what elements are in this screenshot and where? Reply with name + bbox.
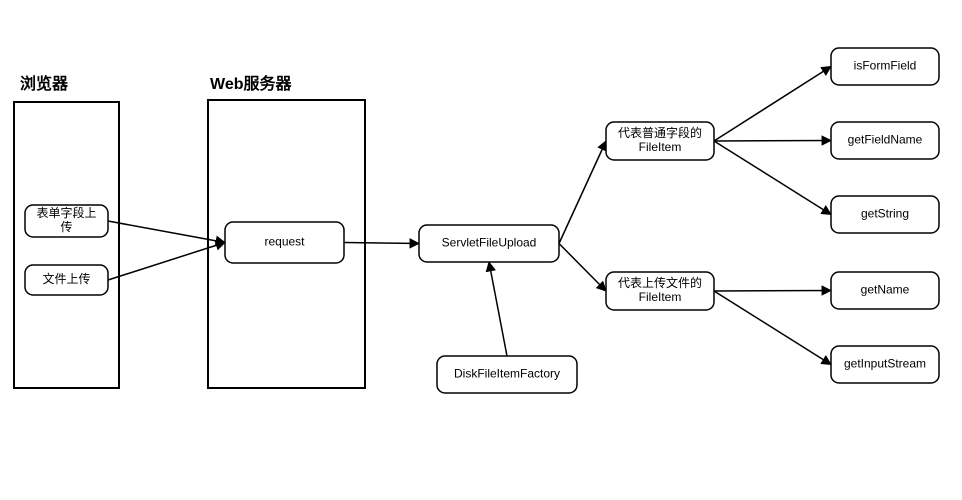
svg-text:ServletFileUpload: ServletFileUpload [442, 236, 537, 250]
edge-servlet_upload-to-fileitem_file [559, 244, 606, 292]
svg-text:request: request [264, 235, 305, 249]
svg-text:DiskFileItemFactory: DiskFileItemFactory [454, 367, 560, 381]
svg-text:getString: getString [861, 207, 909, 221]
node-getInputStream: getInputStream [831, 346, 939, 383]
edge-disk_factory-to-servlet_upload [489, 262, 507, 356]
node-request: request [225, 222, 344, 263]
browser-title: 浏览器 [20, 74, 69, 93]
svg-text:代表普通字段的: 代表普通字段的 [618, 125, 702, 140]
nodes-group: 表单字段上传文件上传 request ServletFileUpload DiskFi… [25, 48, 939, 393]
node-getFieldName: getFieldName [831, 122, 939, 159]
node-getString: getString [831, 196, 939, 233]
svg-text:getName: getName [861, 283, 910, 297]
node-servlet_upload: ServletFileUpload [419, 225, 559, 262]
edge-fileitem_normal-to-getFieldName [714, 141, 831, 142]
node-disk_factory: DiskFileItemFactory [437, 356, 577, 393]
edge-fileitem_file-to-getName [714, 291, 831, 292]
flowchart-canvas: 浏览器 Web服务器 表单字段上传文件上传 request ServletFileU… [0, 0, 962, 500]
webserver-title: Web服务器 [210, 74, 292, 93]
edge-fileitem_normal-to-isFormField [714, 67, 831, 142]
svg-text:getFieldName: getFieldName [848, 133, 923, 147]
svg-text:表单字段上: 表单字段上 [36, 205, 96, 220]
node-fileitem_normal: 代表普通字段的FileItem [606, 122, 714, 160]
svg-text:FileItem: FileItem [639, 140, 682, 154]
edge-servlet_upload-to-fileitem_normal [559, 141, 606, 244]
edge-fileitem_file-to-getInputStream [714, 291, 831, 365]
svg-text:代表上传文件的: 代表上传文件的 [618, 275, 702, 290]
svg-text:传: 传 [60, 219, 72, 234]
node-form_field_upload: 表单字段上传 [25, 205, 108, 237]
node-isFormField: isFormField [831, 48, 939, 85]
edge-fileitem_normal-to-getString [714, 141, 831, 215]
edge-request-to-servlet_upload [344, 243, 419, 244]
node-file_upload: 文件上传 [25, 265, 108, 295]
svg-text:文件上传: 文件上传 [42, 271, 90, 286]
svg-text:isFormField: isFormField [854, 59, 917, 73]
svg-text:FileItem: FileItem [639, 290, 682, 304]
node-getName: getName [831, 272, 939, 309]
svg-text:getInputStream: getInputStream [844, 357, 926, 371]
node-fileitem_file: 代表上传文件的FileItem [606, 272, 714, 310]
browser-container [14, 102, 119, 388]
